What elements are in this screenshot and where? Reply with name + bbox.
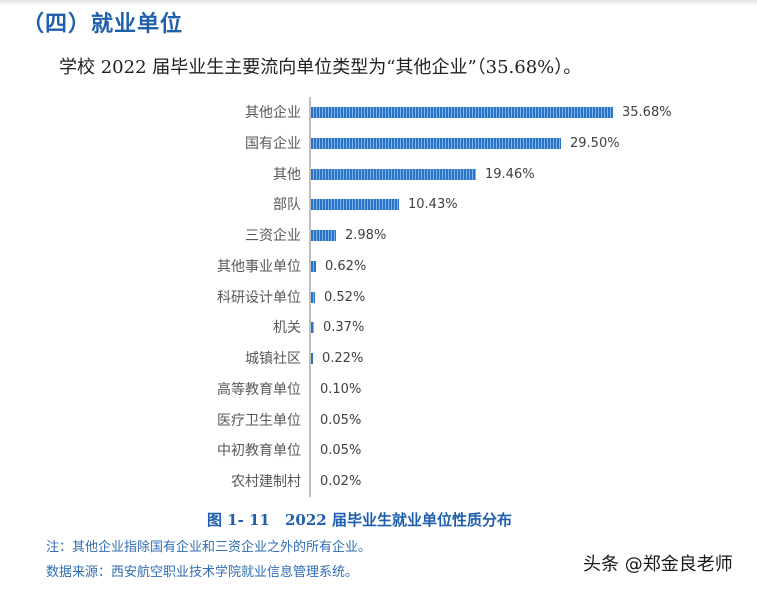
chart-row: 三资企业 2.98% <box>0 226 757 246</box>
bar <box>311 353 313 364</box>
category-label: 其他事业单位 <box>217 258 301 275</box>
category-label: 高等教育单位 <box>217 381 301 398</box>
value-label: 0.02% <box>320 474 362 489</box>
category-label: 其他企业 <box>245 105 301 121</box>
value-label: 19.46% <box>485 166 535 182</box>
chart-row: 其他企业 35.68% <box>0 103 757 123</box>
chart-row: 医疗卫生单位 0.05% <box>0 411 757 431</box>
bar <box>311 168 476 180</box>
category-label: 部队 <box>273 197 301 214</box>
value-label: 0.10% <box>320 381 362 397</box>
chart-row: 国有企业 29.50% <box>0 134 757 154</box>
chart-row: 科研设计单位 0.52% <box>0 288 757 308</box>
bar-chart: 其他企业 35.68% 国有企业 29.50% 其他 19.46% 部队 10.43% 三资企业… <box>0 97 757 497</box>
page-top-shadow <box>0 0 757 6</box>
value-label: 0.05% <box>320 412 362 428</box>
chart-row: 中初教育单位 0.05% <box>0 441 757 461</box>
chart-row: 其他事业单位 0.62% <box>0 257 757 277</box>
bar <box>311 199 399 211</box>
category-label: 中初教育单位 <box>217 443 301 460</box>
category-label: 三资企业 <box>245 228 301 244</box>
category-label: 国有企业 <box>245 135 301 152</box>
figure-caption: 图 1- 11 2022 届毕业生就业单位性质分布 <box>207 511 512 529</box>
watermark: 头条 @郑金良老师 <box>583 554 733 575</box>
category-label: 科研设计单位 <box>217 289 301 306</box>
category-label: 机关 <box>273 320 301 337</box>
bar <box>311 107 613 118</box>
summary-text: 学校 2022 届毕业生主要流向单位类型为“其他企业”（35.68%）。 <box>59 57 582 78</box>
chart-row: 机关 0.37% <box>0 318 757 338</box>
chart-row: 城镇社区 0.22% <box>0 349 757 369</box>
chart-row: 农村建制村 0.02% <box>0 472 757 492</box>
section-title: （四）就业单位 <box>22 12 184 37</box>
data-source-note: 数据来源：西安航空职业技术学院就业信息管理系统。 <box>46 565 359 580</box>
bar <box>311 322 314 334</box>
category-label: 医疗卫生单位 <box>217 412 301 429</box>
value-label: 0.22% <box>322 351 364 366</box>
chart-row: 其他 19.46% <box>0 165 757 185</box>
value-label: 29.50% <box>570 135 620 151</box>
value-label: 0.37% <box>323 320 365 336</box>
chart-row: 部队 10.43% <box>0 195 757 215</box>
category-axis-line <box>309 97 311 497</box>
value-label: 0.05% <box>320 443 362 459</box>
value-label: 10.43% <box>408 197 458 213</box>
value-label: 35.68% <box>622 105 672 120</box>
bar <box>311 291 315 303</box>
category-label: 城镇社区 <box>245 351 301 367</box>
bar <box>311 137 561 149</box>
chart-row: 高等教育单位 0.10% <box>0 380 757 400</box>
bar <box>311 230 336 241</box>
value-label: 0.52% <box>324 289 366 305</box>
footnote: 注：其他企业指除国有企业和三资企业之外的所有企业。 <box>46 540 372 555</box>
bar <box>311 260 316 272</box>
category-label: 农村建制村 <box>231 474 301 490</box>
category-label: 其他 <box>273 166 301 183</box>
value-label: 0.62% <box>325 258 367 274</box>
value-label: 2.98% <box>345 228 387 243</box>
